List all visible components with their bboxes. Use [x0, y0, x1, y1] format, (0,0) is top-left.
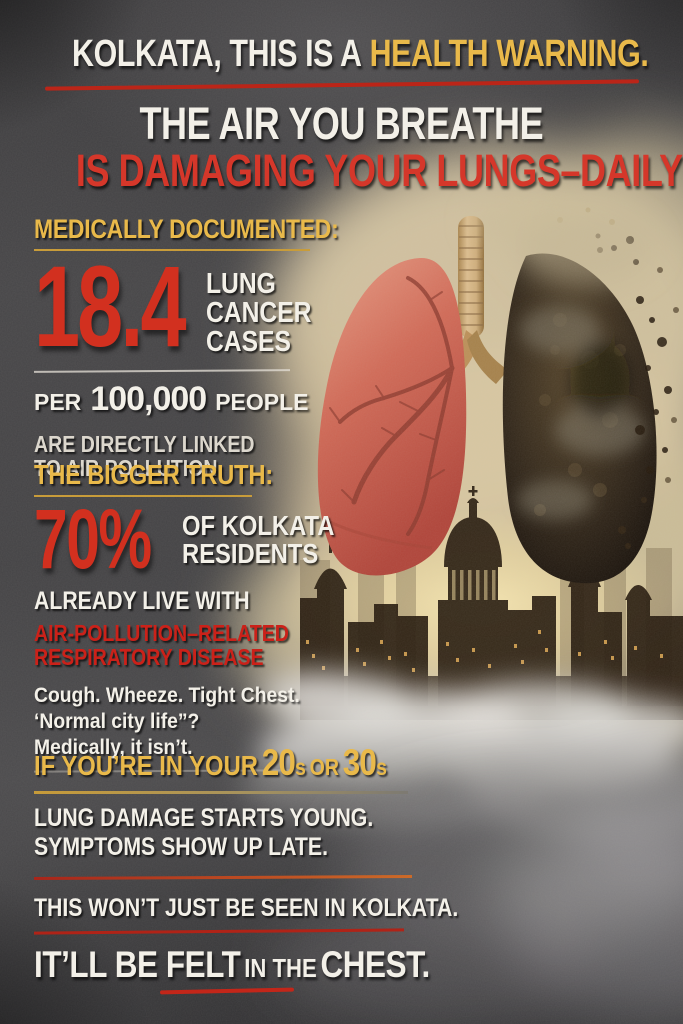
subhead-line1: THE AIR YOU BREATHE [139, 98, 544, 149]
closing-underline2 [159, 987, 295, 995]
dissolving-particles [557, 207, 679, 549]
stat-18-4-unit: LUNG CANCER CASES [206, 268, 312, 358]
headline-block: KOLKATA, THIS IS A HEALTH WARNING. THE A… [0, 33, 683, 194]
age-body: LUNG DAMAGE STARTS YOUNG. SYMPTOMS SHOW … [34, 804, 374, 861]
closing-line1: THIS WON’T JUST BE SEEN IN KOLKATA. [34, 894, 459, 922]
age-divider [33, 875, 413, 880]
headline-underline [44, 79, 639, 91]
live-with-text: ALREADY LIVE WITH [34, 587, 250, 616]
medical-label-underline [34, 249, 310, 251]
disease-text: AIR-POLLUTION–RELATED RESPIRATORY DISEAS… [34, 620, 289, 671]
stat-70-desc: OF KOLKATA RESIDENTS [182, 510, 335, 569]
headline-white: KOLKATA, THIS IS A [72, 33, 362, 75]
headline-gold: HEALTH WARNING. [369, 33, 649, 75]
section-bigger-truth: THE BIGGER TRUTH: 70% OF KOLKATA RESIDEN… [33, 459, 361, 773]
damaged-lung-shape [472, 198, 679, 584]
symptoms-text: Cough. Wheeze. Tight Chest. ‘Normal city… [34, 684, 300, 760]
closing-underline1 [33, 928, 405, 935]
age-underline [34, 791, 408, 794]
per-100000-people: PER 100,000 PEOPLE [34, 380, 309, 418]
closing-line2: IT’LL BE FELT IN THE CHEST. [34, 944, 430, 985]
trachea-shape [438, 216, 508, 384]
section-age-warning: IF YOU’RE IN YOUR 20s OR 30s LUNG DAMAGE… [33, 742, 533, 995]
truth-label-underline [34, 495, 252, 497]
headline: KOLKATA, THIS IS A HEALTH WARNING. [0, 33, 683, 76]
truth-label: THE BIGGER TRUTH: [34, 459, 273, 490]
subhead-line2: IS DAMAGING YOUR LUNGS–DAILY [75, 145, 683, 196]
section-medically-documented: MEDICALLY DOCUMENTED: 18.4 LUNG CANCER C… [33, 214, 392, 481]
medical-divider [33, 369, 291, 373]
medical-label: MEDICALLY DOCUMENTED: [34, 214, 339, 244]
linked-text: ARE DIRECTLY LINKED TO AIR POLLUTION [34, 431, 255, 481]
stat-70-percent: 70% [34, 492, 152, 586]
stat-18-4: 18.4 [34, 243, 187, 371]
age-heading: IF YOU’RE IN YOUR 20s OR 30s [34, 742, 387, 783]
